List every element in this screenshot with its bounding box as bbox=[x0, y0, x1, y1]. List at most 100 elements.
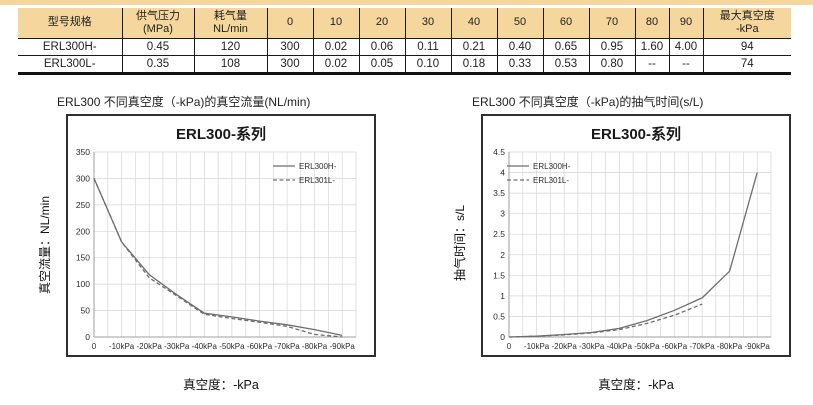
svg-text:-40kPa: -40kPa bbox=[607, 342, 633, 351]
svg-text:150: 150 bbox=[76, 253, 90, 263]
svg-text:-80kPa: -80kPa bbox=[302, 342, 328, 351]
data-cell: 120 bbox=[193, 38, 267, 56]
time-chart-svg: 00.511.522.533.544.50 -10kPa -20kPa -30kPa -… bbox=[493, 125, 772, 351]
svg-text:3.5: 3.5 bbox=[493, 188, 505, 198]
data-cell: 0.10 bbox=[404, 55, 451, 74]
svg-text:4: 4 bbox=[500, 168, 505, 178]
svg-text:50: 50 bbox=[81, 306, 91, 316]
svg-text:-10kPa: -10kPa bbox=[524, 342, 550, 351]
x-tick-labels: 0 -10kPa -20kPa -30kPa -40kPa -50kPa -60kPa -70… bbox=[507, 342, 771, 351]
svg-text:0: 0 bbox=[85, 332, 90, 342]
header-vacuum-40: 40 bbox=[450, 8, 497, 39]
svg-text:350: 350 bbox=[76, 147, 90, 157]
data-cell: -- bbox=[634, 55, 669, 74]
svg-text:0: 0 bbox=[92, 342, 97, 351]
series-erl300h- bbox=[93, 178, 343, 337]
data-cell: 0.18 bbox=[450, 55, 497, 74]
time-chart-caption: ERL300 不同真空度（-kPa)的抽气时间(s/L) bbox=[472, 95, 704, 109]
data-cell: 0.02 bbox=[312, 38, 359, 56]
svg-text:-30kPa: -30kPa bbox=[579, 342, 605, 351]
y-tick-labels: 0 0.5 1 1.5 2 2.5 3 3.5 4 4.5 bbox=[493, 147, 505, 342]
svg-text:0: 0 bbox=[500, 332, 505, 342]
data-cell: 0.80 bbox=[588, 55, 635, 74]
gridlines bbox=[93, 151, 357, 338]
data-cell: 0.05 bbox=[358, 55, 405, 74]
svg-text:ERL301L-: ERL301L- bbox=[299, 176, 335, 185]
svg-text:200: 200 bbox=[76, 226, 90, 236]
svg-text:1: 1 bbox=[500, 291, 505, 301]
svg-text:-40kPa: -40kPa bbox=[192, 342, 218, 351]
chart-title: ERL300-系列 bbox=[591, 125, 681, 143]
data-cell: 0.02 bbox=[312, 55, 359, 74]
header-vacuum-50: 50 bbox=[496, 8, 543, 39]
svg-text:100: 100 bbox=[76, 279, 90, 289]
top-accent-strip bbox=[0, 0, 813, 5]
time-chart-y-axis-label: 抽气时间：s/L bbox=[453, 205, 467, 282]
svg-text:-50kPa: -50kPa bbox=[634, 342, 660, 351]
data-cell: 0.35 bbox=[121, 55, 194, 74]
header-vacuum-80: 80 bbox=[634, 8, 669, 39]
data-cell: 0.95 bbox=[588, 38, 635, 56]
svg-text:250: 250 bbox=[76, 200, 90, 210]
data-cell: 0.11 bbox=[404, 38, 451, 56]
header-vacuum-20: 20 bbox=[358, 8, 405, 39]
header-supply-pressure: 供气压力 (MPa) bbox=[121, 8, 194, 39]
axes bbox=[93, 152, 356, 338]
x-tick-labels: 0 -10kPa -20kPa -30kPa -40kPa -50kPa -60kPa -70… bbox=[92, 342, 356, 351]
header-vacuum-30: 30 bbox=[404, 8, 451, 39]
header-max-vacuum: 最大真空度 -kPa bbox=[702, 8, 791, 39]
svg-text:-20kPa: -20kPa bbox=[137, 342, 163, 351]
data-cell: -- bbox=[668, 55, 703, 74]
svg-text:-90kPa: -90kPa bbox=[330, 342, 356, 351]
legend-item-erl300h-: ERL300H- bbox=[273, 162, 337, 171]
data-cell: 94 bbox=[702, 38, 791, 56]
svg-text:-80kPa: -80kPa bbox=[717, 342, 743, 351]
header-vacuum-90: 90 bbox=[668, 8, 703, 39]
svg-text:2.5: 2.5 bbox=[493, 229, 505, 239]
data-cell: 0.45 bbox=[121, 38, 194, 56]
svg-text:0: 0 bbox=[507, 342, 512, 351]
svg-text:1.5: 1.5 bbox=[493, 270, 505, 280]
y-tick-labels: 0 50 100 150 200 250 300 350 bbox=[76, 147, 90, 342]
data-cell: 0.53 bbox=[542, 55, 589, 74]
data-cell: 1.60 bbox=[634, 38, 669, 56]
header-air-consumption: 耗气量 NL/min bbox=[193, 8, 267, 39]
flow-chart-svg: 0 50 100 150 200 250 300 350 0 -10kPa -20kPa -30kPa… bbox=[76, 125, 357, 351]
svg-text:-60kPa: -60kPa bbox=[247, 342, 273, 351]
svg-text:ERL300H-: ERL300H- bbox=[533, 162, 571, 171]
svg-text:2: 2 bbox=[500, 250, 505, 260]
flow-chart-x-axis-label: 真空度：-kPa bbox=[183, 378, 259, 392]
header-vacuum-70: 70 bbox=[588, 8, 635, 39]
table-row-erl300l: ERL300L- 0.35 108 300 0.02 0.05 0.10 0.1… bbox=[18, 55, 791, 74]
flow-chart-y-axis-label: 真空流量：NL/min bbox=[38, 196, 52, 295]
legend-item-erl301l-: ERL301L- bbox=[273, 176, 335, 185]
header-vacuum-10: 10 bbox=[312, 8, 359, 39]
data-cell: 74 bbox=[702, 55, 791, 74]
svg-text:300: 300 bbox=[76, 173, 90, 183]
data-cell: 0.21 bbox=[450, 38, 497, 56]
data-cell: 0.65 bbox=[542, 38, 589, 56]
legend-item-erl301l-: ERL301L- bbox=[507, 176, 569, 185]
svg-text:3: 3 bbox=[500, 209, 505, 219]
header-model: 型号规格 bbox=[18, 8, 122, 39]
svg-text:-70kPa: -70kPa bbox=[689, 342, 715, 351]
svg-text:-20kPa: -20kPa bbox=[552, 342, 578, 351]
data-cell: 108 bbox=[193, 55, 267, 74]
svg-text:-90kPa: -90kPa bbox=[745, 342, 771, 351]
data-cell: 0.40 bbox=[496, 38, 543, 56]
data-cell: 0.33 bbox=[496, 55, 543, 74]
svg-text:ERL300-系列: ERL300-系列 bbox=[591, 125, 681, 143]
flow-chart-caption: ERL300 不同真空度（-kPa)的真空流量(NL/min) bbox=[57, 95, 311, 109]
header-vacuum-60: 60 bbox=[542, 8, 589, 39]
svg-text:ERL300-系列: ERL300-系列 bbox=[176, 125, 266, 143]
svg-text:-30kPa: -30kPa bbox=[164, 342, 190, 351]
svg-text:-60kPa: -60kPa bbox=[662, 342, 688, 351]
table-header-row: 型号规格 供气压力 (MPa) 耗气量 NL/min 0 10 20 30 40… bbox=[18, 8, 791, 39]
svg-text:-70kPa: -70kPa bbox=[274, 342, 300, 351]
model-cell: ERL300H- bbox=[18, 38, 122, 56]
series-erl301l- bbox=[508, 303, 703, 338]
svg-text:4.5: 4.5 bbox=[493, 147, 505, 157]
flow-chart: 0 50 100 150 200 250 300 350 0 -10kPa -20kPa -30kPa… bbox=[66, 114, 376, 357]
header-vacuum-0: 0 bbox=[266, 8, 313, 39]
